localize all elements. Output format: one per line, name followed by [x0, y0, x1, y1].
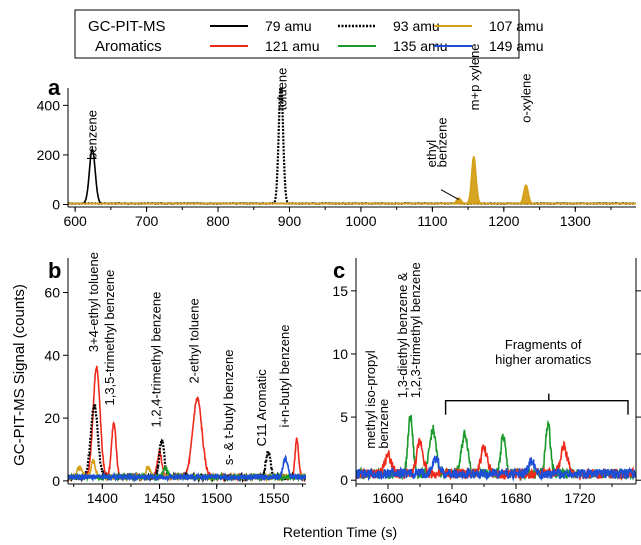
peak-annotation: 1,3-diethyl benzene &	[395, 272, 410, 398]
y-tick-label: 400	[37, 97, 61, 113]
y-tick-label: 10	[332, 346, 348, 362]
series-line	[356, 455, 636, 482]
x-tick-label: 1500	[201, 490, 232, 506]
plot-area	[356, 414, 636, 482]
y-tick-label: 60	[44, 285, 60, 301]
plot-area	[68, 88, 636, 206]
y-tick-label: 200	[37, 147, 61, 163]
x-tick-label: 1000	[345, 213, 376, 229]
peak-annotation: higher aromatics	[495, 352, 592, 367]
x-tick-label: 1640	[436, 490, 467, 506]
x-tick-label: 900	[278, 213, 302, 229]
x-tick-label: 1720	[564, 490, 595, 506]
legend-entry-label: 121 amu	[265, 38, 319, 54]
peak-annotation: benzene	[435, 117, 450, 167]
legend-entry-label: 135 amu	[393, 38, 447, 54]
x-tick-label: 600	[63, 213, 87, 229]
plot-area	[68, 365, 306, 484]
series-line	[68, 88, 636, 206]
legend-entry-label: 149 amu	[489, 38, 543, 54]
peak-annotation: benzene	[376, 399, 391, 449]
legend-entry-label: 79 amu	[265, 18, 312, 34]
series-line	[68, 454, 306, 483]
legend-title-line2: Aromatics	[95, 38, 162, 55]
legend-title-line1: GC-PIT-MS	[88, 18, 166, 35]
x-tick-label: 800	[206, 213, 230, 229]
panel-label: c	[333, 258, 345, 283]
peak-annotation: methyl iso-propyl	[363, 350, 378, 448]
legend-entry-label: 107 amu	[489, 18, 543, 34]
x-tick-label: 1300	[560, 213, 591, 229]
peak-annotation: C11 Aromatic	[254, 369, 269, 447]
peak-annotation: 3+4-ethyl toluene	[86, 252, 101, 352]
legend-frame	[74, 9, 520, 59]
x-tick-label: 1100	[417, 213, 447, 229]
panel-label: b	[48, 258, 61, 283]
panel-label: a	[48, 75, 61, 100]
series-line	[68, 147, 636, 205]
y-tick-label: 0	[340, 472, 348, 488]
y-tick-label: 20	[44, 410, 60, 426]
y-tick-label: 0	[52, 473, 60, 489]
panel-b: 1400 1450 1500 1550 0 20 40 60 b 3+4-ethyl toluen…	[44, 252, 306, 506]
x-tick-label: 1400	[87, 490, 118, 506]
x-tick-label: 1550	[258, 490, 289, 506]
peak-annotation: s- & t-butyl benzene	[221, 350, 236, 466]
y-tick-label: 0	[52, 197, 60, 213]
peak-annotation: i+n-butyl benzene	[277, 325, 292, 428]
peak-annotation: 1,2,4-trimethyl benzene	[149, 292, 164, 428]
y-tick-label: 5	[340, 409, 348, 425]
y-axis-label: GC-PIT-MS Signal (counts)	[11, 284, 28, 466]
peak-annotation: m+p xylene	[467, 43, 482, 110]
x-tick-label: 1600	[372, 490, 403, 506]
peak-annotation: 1,2,3-trimethyl benzene	[408, 262, 423, 398]
leader-line	[440, 189, 460, 200]
annotation-bracket	[444, 393, 629, 415]
y-tick-label: 40	[44, 347, 60, 363]
peak-annotation: o-xylene	[518, 74, 533, 123]
panel-c: 1600 1640 1680 1720 0 5 10 15c methyl iso-propyl…	[332, 258, 641, 506]
series-line	[68, 156, 636, 205]
peak-annotation: ethyl	[424, 140, 439, 168]
peak-annotation: benzene	[85, 110, 100, 160]
x-axis-label: Retention Time (s)	[283, 524, 397, 540]
x-tick-label: 1680	[500, 490, 531, 506]
series-fill	[68, 156, 636, 205]
peak-annotation: toluene	[275, 68, 290, 111]
legend-entry-label: 93 amu	[393, 18, 440, 34]
y-tick-label: 15	[332, 283, 348, 299]
x-tick-label: 700	[135, 213, 159, 229]
legend-entries: 79 amu 93 amu 107 amu 121 amu 135 amu 149 amu	[210, 18, 543, 54]
x-tick-label: 1200	[488, 213, 519, 229]
peak-annotation: 1,3,5-trimethyl benzene	[102, 270, 117, 406]
peak-annotation: Fragments of	[505, 337, 582, 352]
peak-annotation: 2-ethyl toluene	[186, 298, 201, 383]
x-tick-label: 1450	[144, 490, 175, 506]
legend: GC-PIT-MS Aromatics 79 amu 93 amu 107 amu 1…	[74, 9, 543, 59]
